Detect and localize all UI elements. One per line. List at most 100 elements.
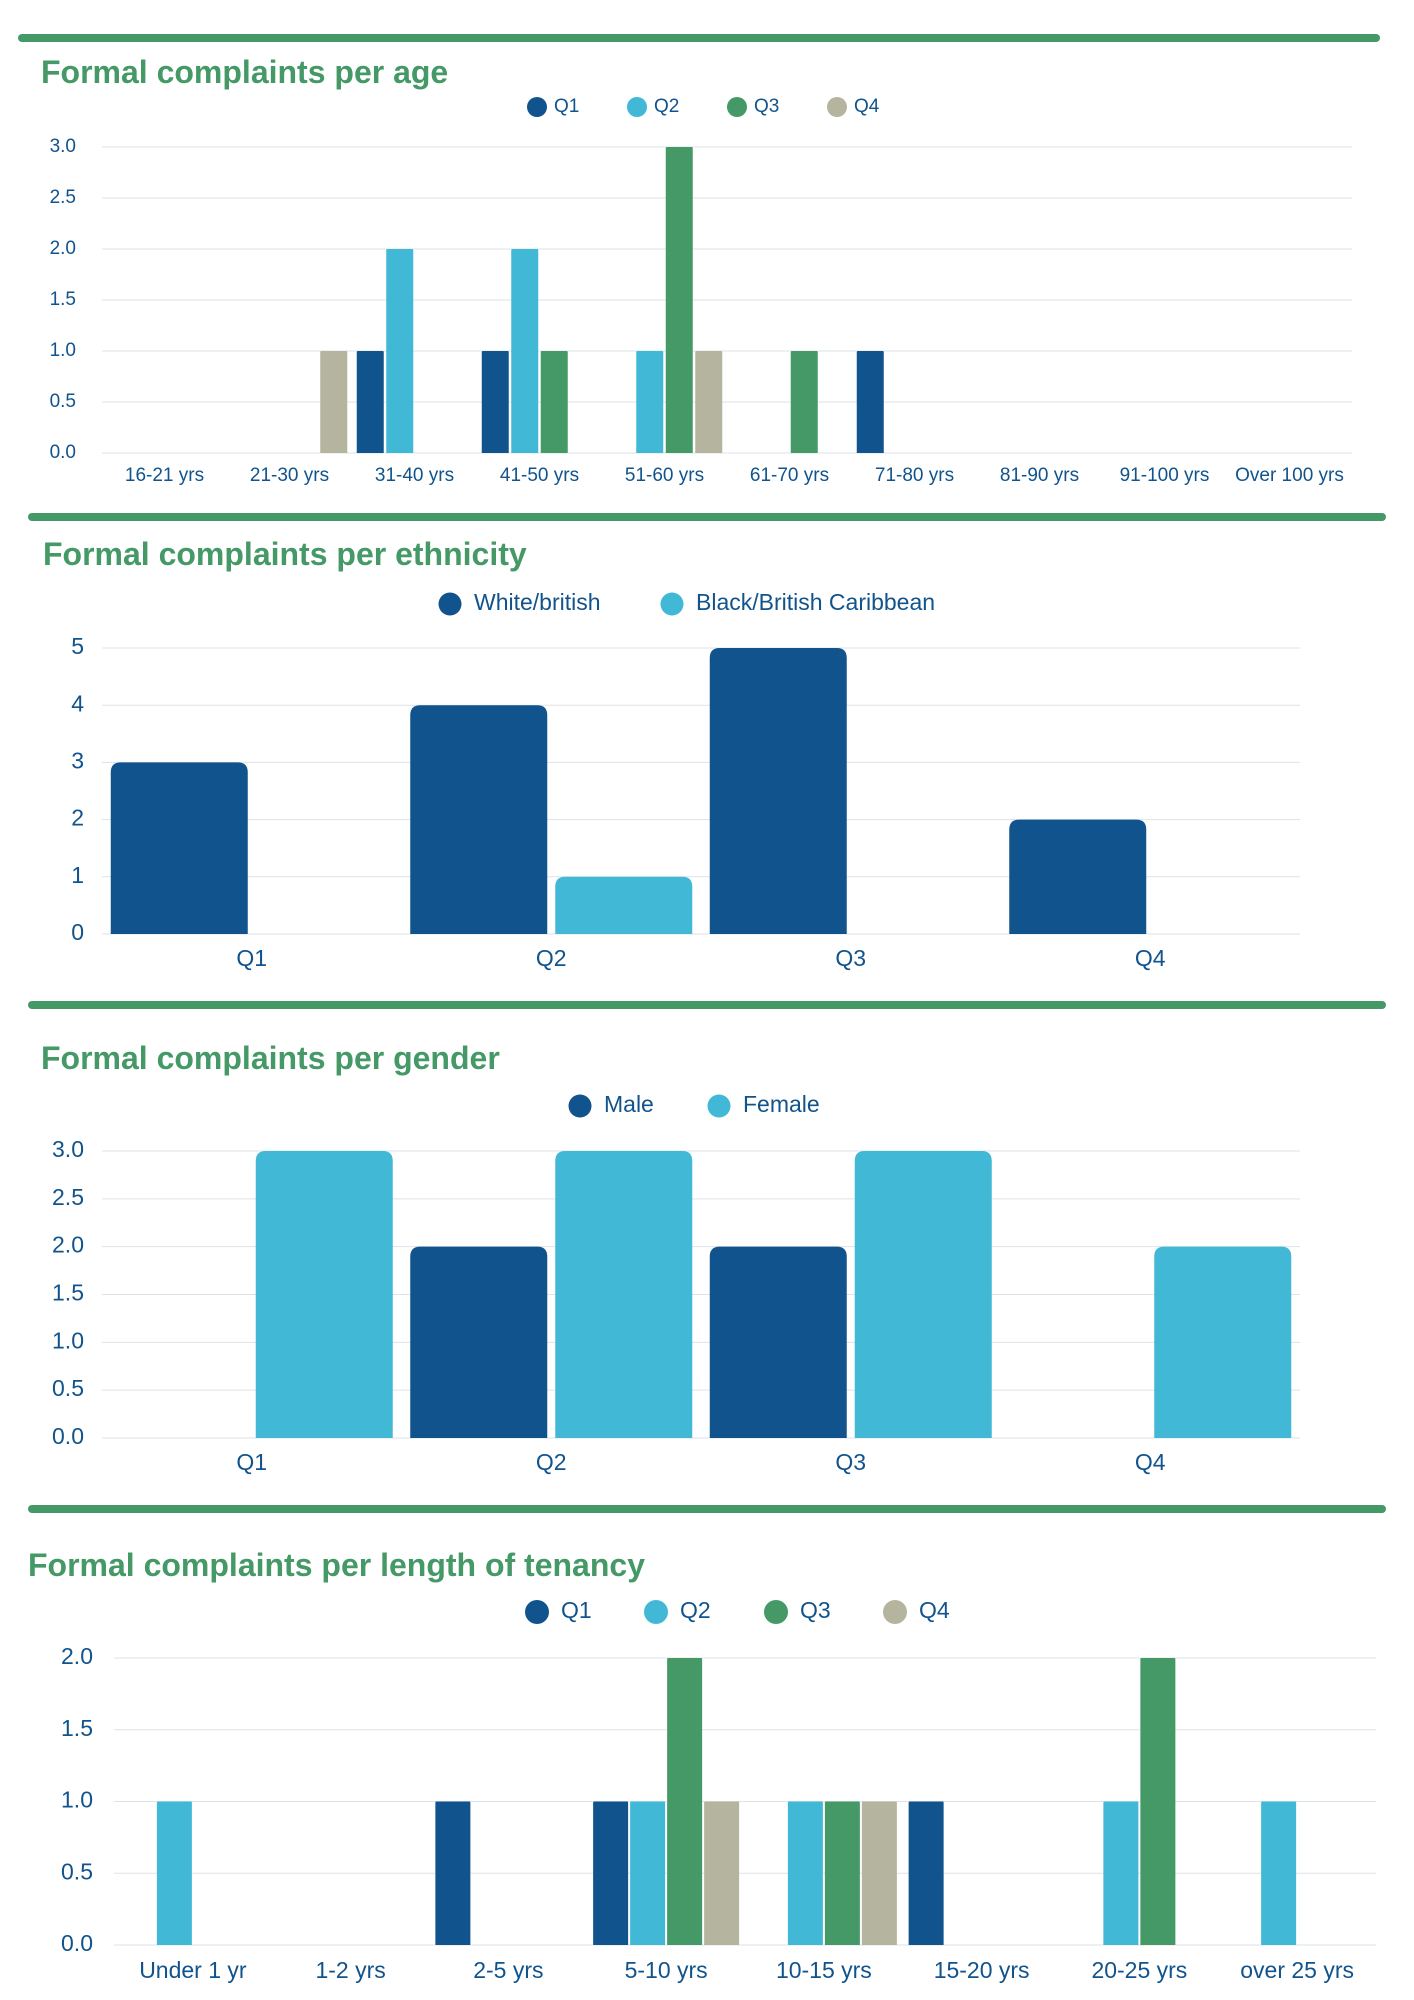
legend-marker [525,1600,549,1624]
y-tick-label: 5 [71,633,84,659]
bar-q3 [824,1801,860,1945]
bar-male [410,1246,548,1438]
y-tick-label: 1.0 [50,340,76,361]
y-tick-label: 1.0 [52,1327,84,1353]
y-tick-label: 4 [71,690,84,716]
y-tick-label: 1.5 [50,289,76,310]
legend-marker [438,592,462,616]
y-tick-label: 2 [71,805,84,831]
x-tick-label: Q1 [236,945,267,971]
x-tick-label: 2-5 yrs [473,1957,543,1983]
x-tick-label: 81-90 yrs [1000,465,1079,486]
bar-q3 [1140,1658,1176,1945]
bar-white-british [709,648,847,934]
x-tick-label: 15-20 yrs [934,1957,1030,1983]
bar-q2 [636,351,664,453]
bar-q2 [156,1801,192,1945]
x-tick-label: 21-30 yrs [250,465,329,486]
x-tick-label: 61-70 yrs [750,465,829,486]
chart-age: 0.0 0.5 1.0 1.5 2.0 2.5 3.0 16-21 yrs 21-30 yrs 3… [50,96,1352,486]
bar-white-british [410,705,548,934]
legend-marker [727,97,747,117]
x-tick-label: 16-21 yrs [125,465,204,486]
bar-q2 [1103,1801,1139,1945]
legend-label: Q2 [654,96,679,117]
bar-q1 [481,351,509,453]
y-tick-label: 0.0 [61,1930,93,1956]
legend-marker [527,97,547,117]
x-tick-label: Q2 [536,1449,567,1475]
x-tick-label: 41-50 yrs [500,465,579,486]
legend-label: Male [604,1091,654,1117]
legend-label: Black/British Caribbean [696,589,935,615]
y-tick-label: 2.0 [50,238,76,259]
x-tick-label: Q3 [835,1449,866,1475]
legend-marker [883,1600,907,1624]
bar-q2 [511,249,539,453]
y-tick-label: 1.5 [61,1715,93,1741]
y-tick-label: 0.0 [50,442,76,463]
chart-gender: 0.0 0.5 1.0 1.5 2.0 2.5 3.0 Q1 Q2 Q3 Q4 Male Female [52,1091,1300,1475]
bar-q1 [356,351,384,453]
bar-q4 [861,1801,897,1945]
section-divider [18,34,1380,42]
legend-marker [627,97,647,117]
legend-label: Q2 [680,1597,711,1623]
y-tick-label: 1.0 [61,1787,93,1813]
bar-q1 [908,1801,944,1945]
chart-title-tenancy: Formal complaints per length of tenancy [28,1547,645,1583]
bar-white-british [110,762,248,934]
legend-marker [660,592,684,616]
chart-title-gender: Formal complaints per gender [41,1040,500,1076]
legend-marker [827,97,847,117]
x-tick-label: 20-25 yrs [1091,1957,1187,1983]
bar-q2 [1261,1801,1297,1945]
x-tick-label: 10-15 yrs [776,1957,872,1983]
x-tick-label: Q4 [1135,1449,1166,1475]
y-tick-label: 0.0 [52,1423,84,1449]
legend-marker [764,1600,788,1624]
x-tick-label: Under 1 yr [139,1957,247,1983]
y-tick-label: 3.0 [50,136,76,157]
legend-label: Q4 [919,1597,950,1623]
y-tick-label: 1 [71,862,84,888]
chart-title-age: Formal complaints per age [41,54,449,90]
section-divider [28,1505,1386,1513]
x-tick-label: Q1 [236,1449,267,1475]
y-tick-label: 2.5 [50,187,76,208]
bar-q3 [667,1658,703,1945]
x-tick-label: Q4 [1135,945,1166,971]
legend-label: Q1 [561,1597,592,1623]
x-tick-label: Over 100 yrs [1235,465,1344,486]
y-tick-label: 3.0 [52,1136,84,1162]
y-tick-label: 2.0 [52,1232,84,1258]
chart-ethnicity: 0 1 2 3 4 5 Q1 Q2 Q3 Q4 White/british Black/British… [71,589,1300,971]
section-divider [28,513,1386,521]
bar-q3 [665,147,693,453]
bar-q4 [695,351,723,453]
bar-q1 [856,351,884,453]
bar-q3 [540,351,568,453]
bar-white-british [1009,819,1147,934]
bar-female [1154,1246,1292,1438]
x-tick-label: 31-40 yrs [375,465,454,486]
y-tick-label: 0.5 [52,1375,84,1401]
chart-title-ethnicity: Formal complaints per ethnicity [43,536,527,572]
x-tick-label: over 25 yrs [1240,1957,1354,1983]
legend-label: Female [743,1091,820,1117]
bar-q2 [787,1801,823,1945]
legend-label: Q3 [754,96,779,117]
y-tick-label: 0 [71,919,84,945]
x-tick-label: 71-80 yrs [875,465,954,486]
bar-female [555,1151,693,1438]
x-tick-label: 51-60 yrs [625,465,704,486]
bar-q3 [790,351,818,453]
bar-q2 [630,1801,666,1945]
y-tick-label: 2.5 [52,1184,84,1210]
bar-q1 [435,1801,471,1945]
bar-q1 [593,1801,629,1945]
bar-q4 [320,351,348,453]
y-tick-label: 3 [71,747,84,773]
bar-black-british-caribbean [555,876,693,934]
